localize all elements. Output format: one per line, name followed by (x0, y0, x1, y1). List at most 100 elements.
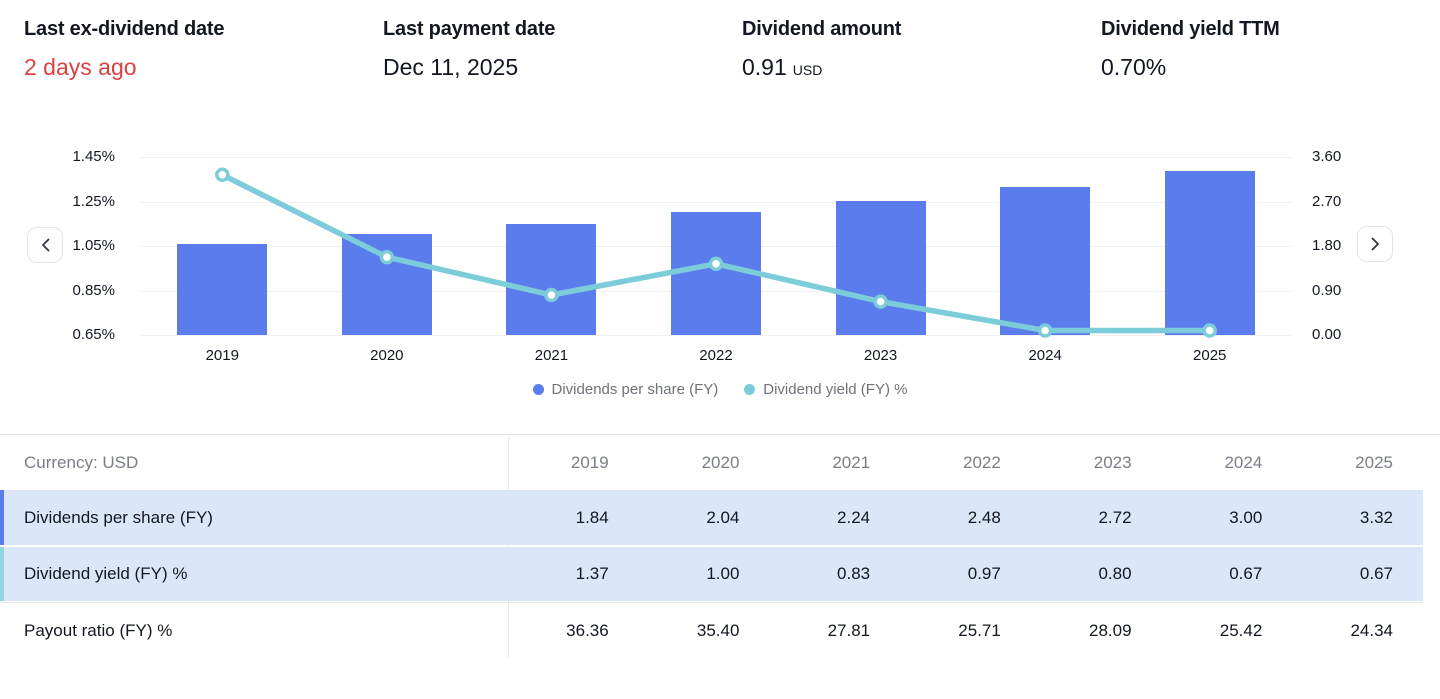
right-axis-tick: 0.90 (1312, 281, 1342, 299)
chevron-left-icon (41, 238, 49, 252)
left-axis-tick: 1.25% (72, 192, 115, 210)
yield-line (219, 172, 1213, 334)
legend-label: Dividends per share (FY) (551, 381, 719, 398)
bar-2024[interactable] (1000, 186, 1091, 335)
legend-label: Dividend yield (FY) % (763, 381, 908, 398)
row-value: 3.32 (1359, 507, 1393, 527)
x-axis-label: 2020 (370, 347, 404, 364)
row-value: 24.34 (1350, 620, 1393, 640)
yield-point-2024[interactable] (1037, 323, 1053, 338)
legend-item-dividend-yield[interactable]: Dividend yield (FY) % (744, 381, 907, 398)
table-header-row: Currency: USD 2019 2020 2021 2022 2023 2024 20… (0, 435, 1423, 490)
row-value: 0.67 (1229, 564, 1263, 583)
year-column-header: 2021 (832, 452, 871, 472)
year-column-header: 2019 (570, 452, 609, 472)
left-axis-tick: 1.45% (72, 148, 115, 165)
left-axis-tick: 0.65% (72, 326, 115, 343)
row-value: 28.09 (1089, 620, 1132, 640)
stat-dividend-yield-ttm: Dividend yield TTM 0.70% (1101, 18, 1440, 81)
row-value: 3.00 (1229, 507, 1263, 527)
row-value: 1.00 (706, 564, 740, 583)
yield-point-2021[interactable] (544, 287, 559, 303)
chart-next-button[interactable] (1357, 226, 1393, 262)
currency-suffix: USD (792, 62, 823, 78)
bar-2023[interactable] (835, 200, 926, 335)
stat-value: 0.91 USD (742, 54, 823, 80)
year-column-header: 2025 (1355, 452, 1393, 472)
legend-item-dividends-per-share[interactable]: Dividends per share (FY) (532, 381, 719, 398)
table-top-border (0, 434, 1440, 435)
table-corner-label: Currency: USD (24, 452, 139, 472)
x-axis-label: 2019 (205, 347, 239, 364)
table-row: Payout ratio (FY) % 36.36 35.40 27.81 25.71 2… (0, 603, 1423, 658)
year-column-header: 2023 (1093, 452, 1132, 472)
stat-value: 0.70% (1101, 54, 1167, 80)
row-separator (0, 602, 1423, 603)
row-accent-bar (0, 547, 4, 601)
x-axis-label: 2024 (1028, 347, 1062, 364)
x-axis-label: 2022 (699, 347, 733, 364)
row-value: 0.97 (967, 564, 1001, 583)
stat-value: Dec 11, 2025 (383, 54, 519, 80)
stat-dividend-amount: Dividend amount 0.91 USD (742, 18, 1082, 81)
year-column-header: 2022 (963, 452, 1001, 472)
table-row: Dividends per share (FY) 1.84 2.04 2.24 2.48… (0, 490, 1423, 545)
yield-point-2025[interactable] (1202, 323, 1217, 338)
row-value: 36.36 (566, 620, 609, 640)
chart-prev-button[interactable] (27, 227, 63, 263)
line-series (215, 167, 1217, 338)
legend-dot-icon (744, 384, 756, 395)
row-value: 2.48 (967, 507, 1001, 527)
stat-value: 2 days ago (24, 54, 137, 80)
row-label: Dividends per share (FY) (24, 507, 213, 527)
row-value: 35.40 (696, 620, 740, 640)
x-axis-label: 2023 (863, 347, 898, 364)
row-value: 2.24 (837, 507, 871, 527)
row-value: 1.37 (575, 564, 609, 583)
yield-point-2023[interactable] (873, 294, 888, 309)
gridline (140, 157, 1292, 158)
bar-2022[interactable] (671, 212, 761, 335)
yield-point-2022[interactable] (708, 256, 724, 272)
chart-legend: Dividends per share (FY) Dividend yield (… (0, 381, 1440, 398)
row-value: 0.67 (1359, 564, 1393, 583)
stat-last-payment-date: Last payment date Dec 11, 2025 (383, 18, 723, 81)
row-label: Dividend yield (FY) % (24, 564, 188, 583)
chevron-right-icon (1371, 237, 1379, 251)
stat-last-ex-dividend-date: Last ex-dividend date 2 days ago (24, 18, 364, 81)
left-axis-tick: 1.05% (72, 237, 115, 254)
row-accent-bar (0, 490, 4, 545)
stat-label: Dividend yield TTM (1101, 18, 1280, 40)
stat-label: Last ex-dividend date (24, 18, 225, 40)
bar-2021[interactable] (506, 224, 597, 335)
row-value: 27.81 (827, 620, 871, 640)
right-axis-tick: 3.60 (1312, 148, 1342, 165)
row-value: 2.04 (706, 507, 740, 527)
left-axis-tick: 0.85% (72, 281, 115, 299)
table-column-divider (508, 435, 509, 658)
stat-label: Last payment date (383, 18, 556, 40)
gridline (140, 201, 1292, 203)
year-column-header: 2024 (1224, 452, 1263, 472)
x-axis-label: 2025 (1193, 347, 1227, 364)
stat-label: Dividend amount (742, 18, 902, 40)
row-value: 0.80 (1098, 564, 1132, 583)
yield-point-2020[interactable] (379, 249, 395, 265)
gridline (140, 335, 1292, 336)
row-value: 25.42 (1219, 620, 1263, 640)
right-axis-tick: 0.00 (1312, 326, 1342, 343)
yield-point-2019[interactable] (215, 167, 230, 183)
row-value: 0.83 (837, 564, 871, 583)
row-label: Payout ratio (FY) % (24, 620, 173, 640)
right-axis-tick: 2.70 (1312, 192, 1342, 210)
row-value: 25.71 (958, 620, 1001, 640)
bar-2019[interactable] (177, 244, 268, 335)
x-axis-label: 2021 (534, 347, 569, 364)
legend-dot-icon (532, 384, 544, 395)
bar-2025[interactable] (1164, 170, 1255, 335)
row-value: 2.72 (1098, 507, 1132, 527)
row-value: 1.84 (575, 507, 609, 527)
year-column-header: 2020 (701, 452, 740, 472)
table-row: Dividend yield (FY) % 1.37 1.00 0.83 0.97 0.8… (0, 547, 1423, 601)
